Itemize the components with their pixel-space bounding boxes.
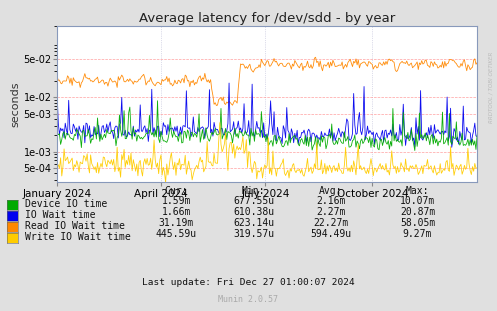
Text: 1.66m: 1.66m	[162, 207, 191, 217]
Text: 594.49u: 594.49u	[310, 229, 351, 239]
Text: 445.59u: 445.59u	[156, 229, 197, 239]
Text: 20.87m: 20.87m	[400, 207, 435, 217]
Text: 58.05m: 58.05m	[400, 218, 435, 228]
Text: RRDTOOL / TOBI OETIKER: RRDTOOL / TOBI OETIKER	[489, 51, 494, 123]
Text: 9.27m: 9.27m	[403, 229, 432, 239]
Text: Munin 2.0.57: Munin 2.0.57	[219, 295, 278, 304]
Text: 623.14u: 623.14u	[233, 218, 274, 228]
Text: Max:: Max:	[406, 186, 429, 196]
Text: 610.38u: 610.38u	[233, 207, 274, 217]
Title: Average latency for /dev/sdd - by year: Average latency for /dev/sdd - by year	[139, 12, 395, 25]
Text: Cur:: Cur:	[165, 186, 188, 196]
Text: Write IO Wait time: Write IO Wait time	[25, 232, 131, 242]
Text: Last update: Fri Dec 27 01:00:07 2024: Last update: Fri Dec 27 01:00:07 2024	[142, 277, 355, 286]
Y-axis label: seconds: seconds	[11, 81, 21, 127]
Text: Min:: Min:	[242, 186, 265, 196]
Text: Device IO time: Device IO time	[25, 199, 107, 209]
Text: 22.27m: 22.27m	[313, 218, 348, 228]
Text: 10.07m: 10.07m	[400, 196, 435, 206]
Text: Read IO Wait time: Read IO Wait time	[25, 221, 125, 231]
Text: 319.57u: 319.57u	[233, 229, 274, 239]
Text: 2.16m: 2.16m	[316, 196, 345, 206]
Text: 31.19m: 31.19m	[159, 218, 194, 228]
Text: Avg:: Avg:	[319, 186, 342, 196]
Text: IO Wait time: IO Wait time	[25, 210, 95, 220]
Text: 677.55u: 677.55u	[233, 196, 274, 206]
Text: 2.27m: 2.27m	[316, 207, 345, 217]
Text: 1.59m: 1.59m	[162, 196, 191, 206]
